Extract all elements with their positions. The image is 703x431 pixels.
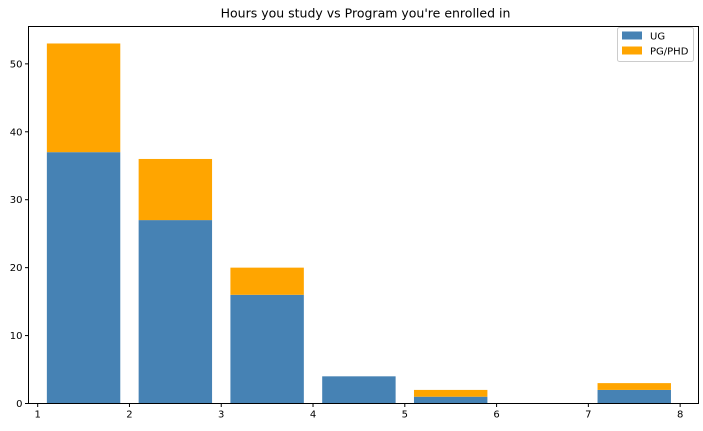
y-tick-label-0: 0 xyxy=(16,399,22,410)
x-axis: 1 2 3 4 5 6 7 8 xyxy=(34,403,683,421)
y-tick-label-10: 10 xyxy=(10,331,23,342)
bar-pg-phd-2 xyxy=(138,158,213,221)
bar-ug-5 xyxy=(413,396,488,404)
y-tick-label-50: 50 xyxy=(10,59,23,70)
legend-label-pg-phd: PG/PHD xyxy=(650,47,689,58)
x-tick-label-4: 4 xyxy=(310,410,316,421)
bar-pg-phd-3 xyxy=(230,267,304,295)
y-tick-label-30: 30 xyxy=(10,195,23,206)
x-tick-label-1: 1 xyxy=(34,410,40,421)
y-tick-label-40: 40 xyxy=(10,127,23,138)
bar-ug-2 xyxy=(138,220,213,404)
y-axis: 0 10 20 30 40 50 xyxy=(10,59,29,410)
x-tick-label-2: 2 xyxy=(126,410,132,421)
x-tick-label-3: 3 xyxy=(218,410,224,421)
bar-ug-7 xyxy=(597,389,671,404)
bar-ug-3 xyxy=(230,294,304,404)
legend: UG PG/PHD xyxy=(617,27,694,62)
legend-swatch-ug xyxy=(622,31,642,40)
bar-pg-phd-1 xyxy=(46,43,121,153)
x-tick-label-7: 7 xyxy=(585,410,591,421)
legend-label-ug: UG xyxy=(650,32,665,43)
y-tick-label-20: 20 xyxy=(10,263,23,274)
bar-pg-phd-7 xyxy=(597,383,671,390)
x-tick-label-8: 8 xyxy=(677,410,683,421)
bars-layer xyxy=(46,43,671,404)
bar-ug-4 xyxy=(322,376,396,404)
chart-title: Hours you study vs Program you're enroll… xyxy=(221,6,511,21)
x-tick-label-6: 6 xyxy=(493,410,499,421)
x-tick-label-5: 5 xyxy=(402,410,408,421)
bar-pg-phd-5 xyxy=(413,389,488,397)
legend-swatch-pg-phd xyxy=(622,46,642,55)
plot-frame xyxy=(28,26,699,404)
bar-ug-1 xyxy=(46,152,121,404)
